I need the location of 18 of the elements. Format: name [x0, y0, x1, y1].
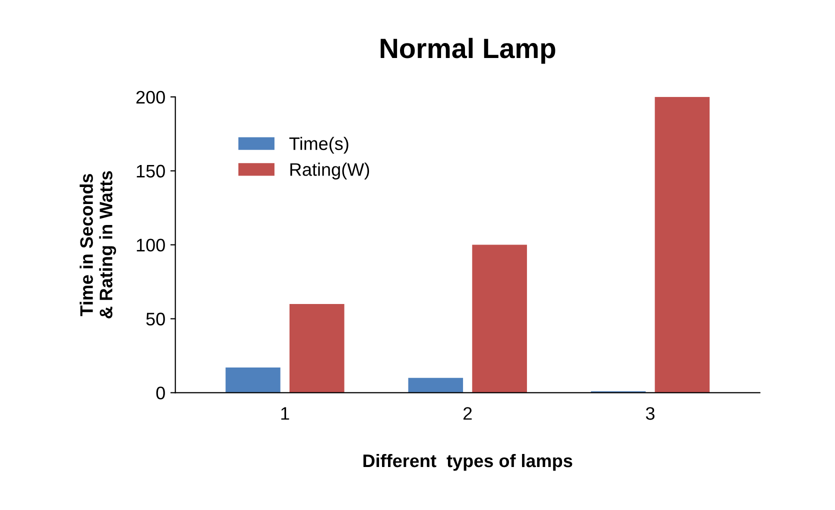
bar [290, 304, 344, 393]
chart-title: Normal Lamp [380, 38, 556, 64]
bar [408, 378, 464, 393]
bar [226, 368, 280, 393]
legend-label: Time(s) [289, 136, 348, 154]
y-tick-label: 0 [156, 386, 165, 400]
x-tick-label: 2 [463, 407, 472, 420]
x-tick-label: 3 [646, 407, 654, 420]
y-tick-label: 100 [136, 238, 165, 252]
bar [472, 244, 527, 393]
y-tick-label: 200 [136, 90, 165, 104]
y-tick-label: 50 [146, 312, 165, 326]
bar [654, 96, 710, 393]
legend-label: Rating(W) [290, 162, 370, 180]
x-tick-label: 1 [281, 407, 290, 420]
y-tick-label: 150 [136, 164, 165, 178]
y-axis-title: Time in Seconds & Rating in Watts [80, 171, 116, 318]
x-axis-title: Different types of lamps [363, 454, 572, 471]
